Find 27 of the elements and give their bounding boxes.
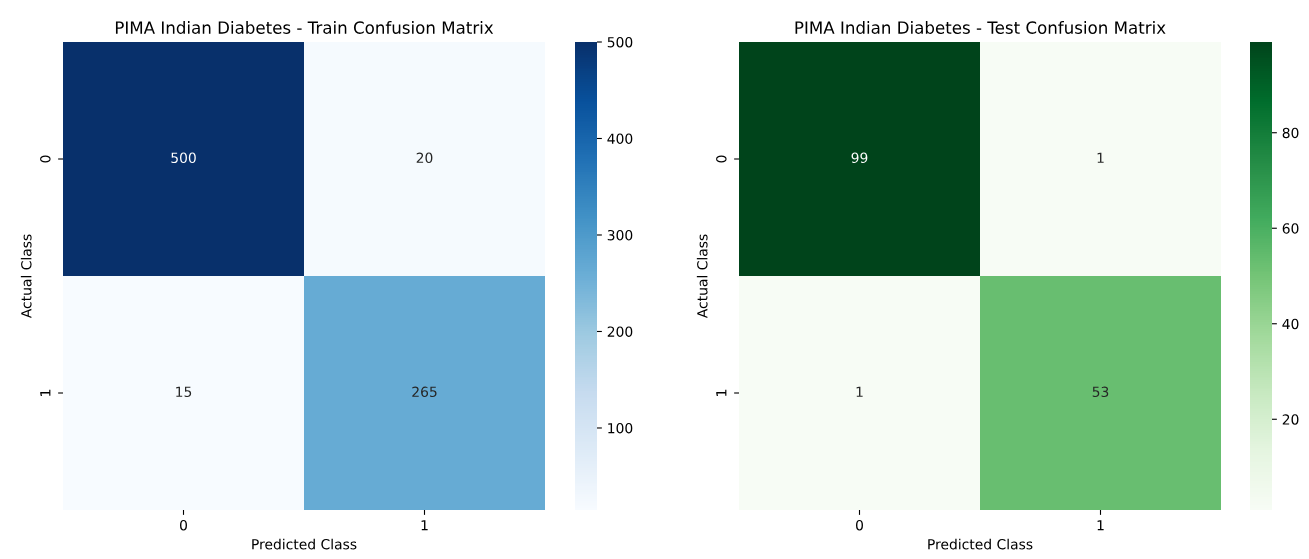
- y-axis-title: Actual Class: [20, 234, 32, 319]
- x-tick-label: 1: [1097, 520, 1104, 531]
- data-label: 99: [851, 152, 868, 164]
- color-bar-label: 100: [608, 422, 633, 434]
- data-label: 1: [1097, 152, 1104, 163]
- y-axis-title: Actual Class: [696, 234, 708, 319]
- color-bar-label: 400: [607, 133, 633, 144]
- x-axis-title: Predicted Class: [252, 538, 357, 550]
- x-axis-title: Predicted Class: [928, 538, 1033, 550]
- data-label: 15: [176, 386, 192, 398]
- color-bar-label: 60: [1282, 223, 1299, 234]
- chart-title: PIMA Indian Diabetes - Train Confusion Matrix: [115, 21, 494, 34]
- color-bar-label: 500: [607, 36, 633, 48]
- chart-title: PIMA Indian Diabetes - Test Confusion Matrix: [795, 21, 1166, 34]
- data-label: 53: [1092, 386, 1109, 398]
- color-bar-label: 40: [1282, 318, 1299, 330]
- data-label: 1: [856, 386, 863, 397]
- color-bar-label: 300: [607, 229, 633, 241]
- x-tick-label: 0: [856, 519, 863, 531]
- x-tick-label: 1: [421, 520, 428, 531]
- color-bar-label: 200: [607, 326, 633, 337]
- data-label: 20: [416, 152, 433, 164]
- data-label: 500: [171, 152, 196, 164]
- color-bar-label: 80: [1282, 127, 1299, 139]
- data-label: 265: [412, 386, 437, 398]
- x-tick-label: 0: [180, 519, 187, 531]
- color-bar-label: 20: [1282, 414, 1299, 425]
